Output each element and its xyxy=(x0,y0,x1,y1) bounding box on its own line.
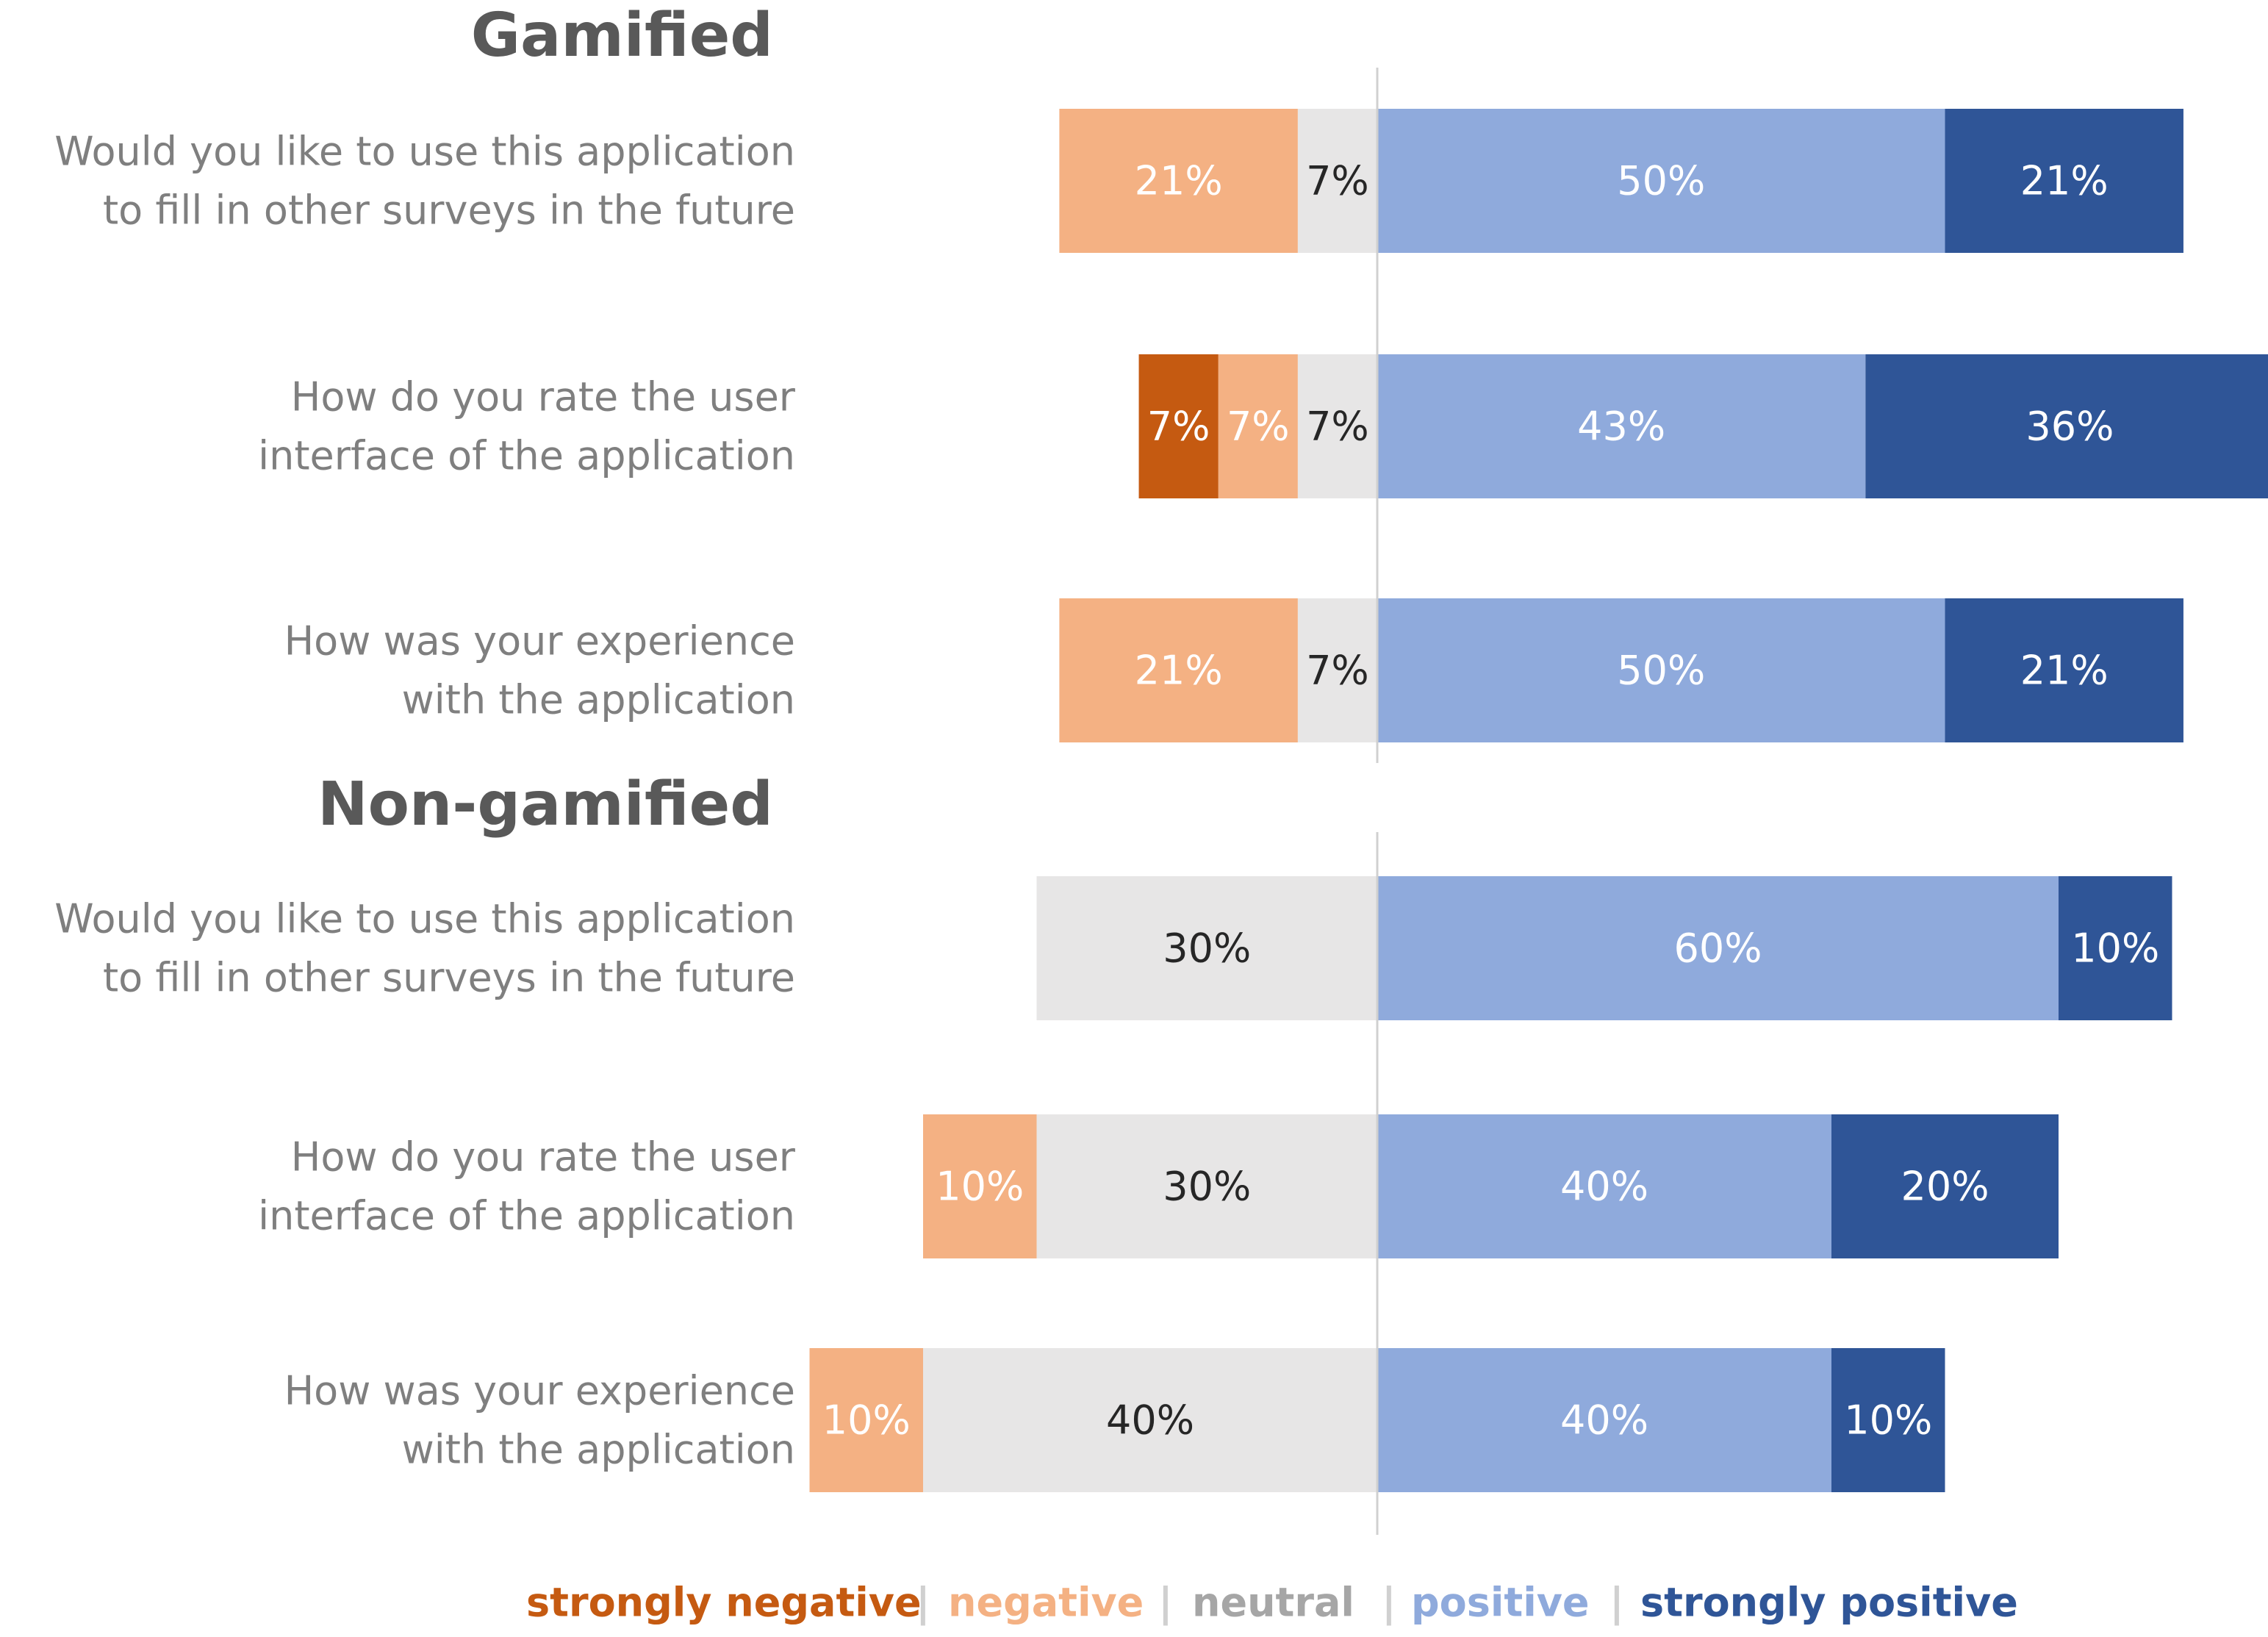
data-label-strongly-positive: 21% xyxy=(2020,648,2109,694)
question-label: to fill in other surveys in the future xyxy=(103,955,795,1001)
bar-segment-neutral xyxy=(1036,1114,1377,1258)
bar-segment-positive xyxy=(1377,354,1866,498)
question-label: How was your experience xyxy=(284,1368,795,1414)
question-label: interface of the application xyxy=(258,433,795,479)
bar-segment-strongly-positive xyxy=(1831,1348,1945,1492)
legend-item-positive: positive xyxy=(1411,1580,1590,1626)
question-label: to fill in other surveys in the future xyxy=(103,187,795,234)
question-label: Would you like to use this application xyxy=(54,896,795,942)
data-label-neutral: 30% xyxy=(1163,925,1251,972)
question-label: with the application xyxy=(402,1427,795,1473)
bar-segment-positive xyxy=(1377,1348,1831,1492)
data-label-neutral: 40% xyxy=(1106,1397,1194,1444)
bar-segment-neutral xyxy=(1297,598,1377,742)
legend-item-neutral: neutral xyxy=(1192,1580,1354,1626)
section-title-non-gamified: Non-gamified xyxy=(317,770,773,839)
legend-separator: | xyxy=(1382,1580,1396,1626)
section-title-gamified: Gamified xyxy=(471,1,773,71)
bar-segment-neutral xyxy=(923,1348,1377,1492)
bar-segment-negative xyxy=(1059,598,1298,742)
bar-segment-strongly-positive xyxy=(1865,354,2268,498)
data-label-positive: 40% xyxy=(1560,1397,1648,1444)
bar-segment-neutral xyxy=(1036,876,1377,1020)
data-label-negative: 10% xyxy=(822,1397,911,1444)
data-label-negative: 21% xyxy=(1135,648,1223,694)
data-label-neutral: 7% xyxy=(1306,158,1369,204)
bar-segment-positive xyxy=(1377,598,1945,742)
bar-segment-strongly-negative xyxy=(1138,354,1219,498)
question-label: How do you rate the user xyxy=(291,1134,796,1181)
data-label-neutral: 7% xyxy=(1306,404,1369,450)
data-label-negative: 7% xyxy=(1227,404,1290,450)
legend-separator: | xyxy=(1158,1580,1173,1626)
bar-segment-positive xyxy=(1377,109,1945,253)
data-label-strongly-positive: 36% xyxy=(2025,404,2114,450)
data-label-positive: 60% xyxy=(1673,925,1762,972)
bar-segment-positive xyxy=(1377,1114,1831,1258)
legend-item-strongly-positive: strongly positive xyxy=(1640,1580,2018,1626)
data-label-positive: 43% xyxy=(1577,404,1665,450)
bar-segment-strongly-positive xyxy=(2059,876,2172,1020)
bar-segment-negative xyxy=(1059,109,1298,253)
bar-segment-neutral xyxy=(1297,109,1377,253)
data-label-negative: 21% xyxy=(1135,158,1223,204)
bar-segment-negative xyxy=(809,1348,923,1492)
bar-segment-negative xyxy=(923,1114,1037,1258)
legend-item-strongly-negative: strongly negative xyxy=(526,1580,922,1626)
bar-segment-negative xyxy=(1218,354,1298,498)
question-label: with the application xyxy=(402,677,795,723)
question-label: How do you rate the user xyxy=(291,374,796,420)
data-label-negative: 10% xyxy=(936,1164,1024,1210)
question-label: interface of the application xyxy=(258,1193,795,1239)
data-label-strongly-negative: 7% xyxy=(1147,404,1210,450)
data-label-neutral: 30% xyxy=(1163,1164,1251,1210)
data-label-strongly-positive: 20% xyxy=(1901,1164,1989,1210)
data-label-strongly-positive: 10% xyxy=(2071,925,2159,972)
data-label-neutral: 7% xyxy=(1306,648,1369,694)
legend-separator: | xyxy=(916,1580,930,1626)
data-label-positive: 50% xyxy=(1617,158,1705,204)
data-label-positive: 40% xyxy=(1560,1164,1648,1210)
bar-segment-strongly-positive xyxy=(1831,1114,2059,1258)
bar-segment-strongly-positive xyxy=(1945,109,2183,253)
bar-segment-strongly-positive xyxy=(1945,598,2183,742)
legend-separator: | xyxy=(1610,1580,1624,1626)
bar-segment-neutral xyxy=(1297,354,1377,498)
data-label-strongly-positive: 21% xyxy=(2020,158,2109,204)
data-label-strongly-positive: 10% xyxy=(1844,1397,1932,1444)
legend-item-negative: negative xyxy=(948,1580,1144,1626)
data-label-positive: 50% xyxy=(1617,648,1705,694)
question-label: How was your experience xyxy=(284,618,795,665)
bar-segment-positive xyxy=(1377,876,2059,1020)
question-label: Would you like to use this application xyxy=(54,129,795,175)
